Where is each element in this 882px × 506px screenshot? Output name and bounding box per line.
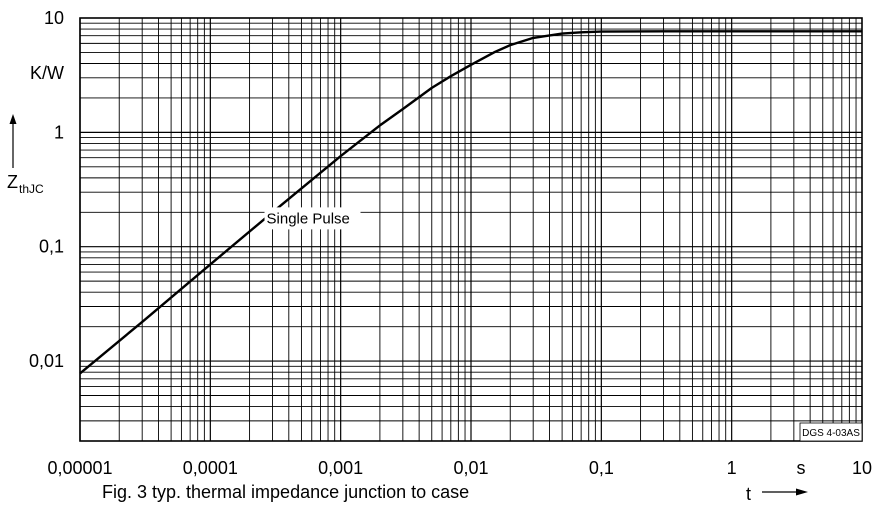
grid: [79, 18, 862, 442]
x-tick-label: 0,001: [318, 458, 363, 478]
x-tick-label: 0,0001: [183, 458, 238, 478]
x-tick-label: 10: [852, 458, 872, 478]
y-axis-arrow-head: [9, 114, 17, 124]
x-unit-label: s: [797, 458, 806, 478]
y-unit-label: K/W: [30, 63, 64, 83]
annotation-single-pulse: Single Pulse: [267, 210, 350, 227]
plot-frame: [79, 17, 863, 442]
figure-code-box: [799, 422, 863, 442]
figure-caption: Fig. 3 typ. thermal impedance junction t…: [102, 482, 470, 502]
y-tick-label: 0,01: [29, 351, 64, 371]
series-line-single-pulse: [79, 30, 862, 375]
y-tick-label: 0,1: [39, 237, 64, 257]
y-axis-subscript: thJC: [19, 182, 44, 196]
labels: 0,00001 0,0001 0,001 0,01 0,1 1 10 10 1 0,1 0,01 K/…: [7, 8, 872, 504]
x-axis-symbol: t: [746, 484, 751, 504]
y-tick-label: 1: [54, 122, 64, 142]
y-tick-label: 10: [44, 8, 64, 28]
figure-code: DGS 4-03AS: [802, 428, 860, 439]
x-axis-arrow-head: [796, 488, 808, 496]
series-layer: [79, 30, 862, 375]
x-tick-label: 0,1: [589, 458, 614, 478]
axes: [79, 17, 863, 442]
annotation-background: [264, 207, 361, 230]
y-axis-symbol: Z: [7, 172, 18, 192]
x-tick-label: 1: [727, 458, 737, 478]
x-tick-label: 0,01: [453, 458, 488, 478]
x-tick-label: 0,00001: [47, 458, 112, 478]
